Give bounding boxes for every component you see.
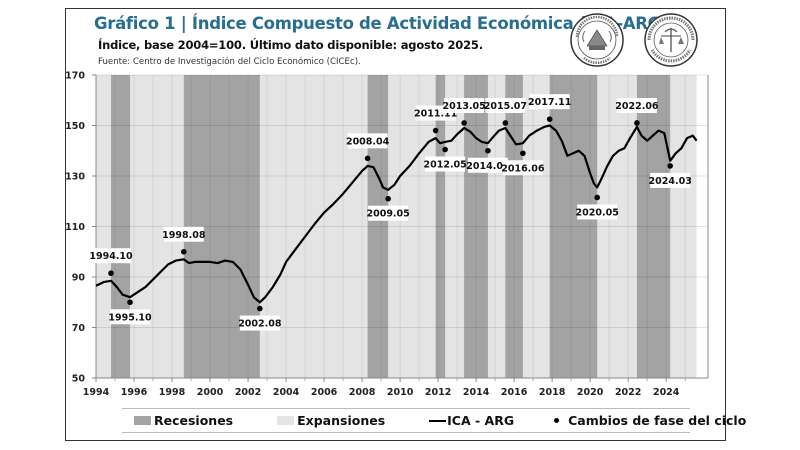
recession-band [636, 75, 671, 378]
chart-title: Gráfico 1 | Índice Compuesto de Activida… [94, 14, 675, 33]
x-tick-label: 2016 [501, 387, 528, 398]
phase-change-label: 1995.10 [108, 312, 152, 323]
y-tick-label: 90 [72, 273, 86, 284]
phase-change-point [257, 305, 263, 312]
x-tick-label: 2008 [349, 387, 376, 398]
x-tick-label: 2004 [273, 387, 300, 398]
recession-band [505, 75, 523, 378]
phase-change-label-box [163, 226, 204, 242]
legend-swatch-line [429, 419, 447, 422]
chart-legend: Recesiones Expansiones ICA - ARG Cambios… [122, 408, 746, 433]
x-tick-label: 2020 [577, 387, 604, 398]
phase-change-label-box [425, 156, 466, 172]
recession-band [549, 75, 598, 378]
recession-band [464, 75, 488, 378]
phase-change-label: 2014.08 [466, 161, 510, 172]
phase-change-point [127, 299, 133, 306]
y-tick-label: 150 [65, 121, 85, 132]
phase-change-label-box [110, 309, 151, 325]
phase-change-label: 2017.11 [528, 97, 571, 108]
phase-change-point [432, 127, 439, 134]
legend-swatch-expansion [277, 416, 295, 425]
x-tick-label: 2018 [539, 387, 566, 398]
phase-change-label: 2002.08 [238, 319, 282, 330]
bolsa-rosario-seal-logo [644, 13, 698, 67]
legend-label: ICA - ARG [447, 413, 515, 428]
legend-swatch-recession [134, 416, 151, 425]
phase-change-label: 2020.05 [576, 207, 619, 218]
phase-change-label-box [91, 248, 132, 264]
phase-change-label: 1994.10 [89, 251, 133, 262]
phase-change-point [520, 150, 526, 157]
x-tick-label: 2022 [615, 387, 641, 398]
recession-band [435, 75, 446, 378]
phase-change-label: 2016.06 [501, 163, 545, 174]
phase-change-label: 1998.08 [162, 230, 206, 241]
phase-change-label: 2012.05 [424, 159, 467, 170]
x-tick-label: 1998 [159, 387, 186, 398]
phase-change-point [108, 270, 114, 277]
y-tick-label: 110 [65, 222, 85, 233]
phase-change-label: 2008.04 [346, 136, 390, 147]
phase-change-label: 2013.05 [443, 101, 486, 112]
ica-arg-series-line [95, 124, 698, 304]
phase-change-point [594, 194, 600, 201]
phase-change-label: 2015.07 [484, 101, 527, 112]
recession-band [367, 75, 389, 378]
phase-change-label-box [467, 157, 508, 173]
x-tick-label: 2006 [311, 387, 338, 398]
phase-change-point [485, 147, 491, 154]
y-tick-label: 170 [65, 71, 85, 82]
phase-change-label: 2009.05 [366, 209, 409, 220]
phase-change-point [461, 120, 467, 126]
phase-change-point [667, 163, 673, 169]
legend-label: Expansiones [297, 413, 386, 428]
legend-item-phase-changes: Cambios de fase del ciclo [548, 413, 746, 428]
phase-change-label-box [368, 205, 409, 221]
bolsa-santa-fe-seal-logo [570, 13, 624, 67]
phase-change-point [502, 120, 509, 126]
x-tick-label: 2002 [235, 387, 261, 398]
recession-band [111, 75, 131, 378]
phase-change-label-box [485, 97, 526, 113]
x-tick-label: 2014 [463, 387, 490, 398]
legend-swatch-dot [554, 418, 560, 423]
phase-change-point [385, 195, 391, 202]
legend-item-ica-arg: ICA - ARG [429, 413, 514, 428]
phase-change-label: 2022.06 [615, 101, 659, 112]
legend-label: Cambios de fase del ciclo [568, 413, 747, 428]
phase-change-label-box [577, 204, 618, 220]
y-tick-label: 70 [72, 323, 86, 334]
phase-change-point [442, 146, 448, 153]
legend-item-expansions: Expansiones [277, 413, 385, 428]
x-tick-label: 1996 [121, 387, 148, 398]
x-tick-label: 2012 [425, 387, 451, 398]
phase-change-label: 2011.11 [414, 109, 457, 120]
phase-change-point [181, 248, 187, 255]
chart-source: Fuente: Centro de Investigación del Cicl… [98, 57, 361, 67]
x-tick-label: 1994 [83, 387, 110, 398]
phase-change-label-box [444, 97, 485, 113]
phase-change-label-box [239, 315, 280, 331]
x-tick-label: 2024 [653, 387, 680, 398]
phase-change-label-box [650, 172, 691, 188]
legend-item-recessions: Recesiones [134, 413, 233, 428]
phase-change-label-box [616, 97, 657, 113]
phase-change-label-box [529, 94, 570, 110]
x-tick-label: 2010 [387, 387, 414, 398]
legend-label: Recesiones [154, 413, 234, 428]
phase-change-point [364, 155, 371, 162]
phase-change-label-box [502, 160, 543, 176]
phase-change-point [634, 120, 640, 126]
y-tick-label: 50 [72, 374, 86, 385]
phase-change-point [546, 116, 553, 122]
phase-change-label-box [347, 133, 388, 149]
phase-change-label: 2024.03 [649, 176, 692, 187]
chart-subtitle: Índice, base 2004=100. Último dato dispo… [98, 38, 483, 52]
x-tick-label: 2000 [197, 387, 224, 398]
y-tick-label: 130 [65, 172, 85, 183]
